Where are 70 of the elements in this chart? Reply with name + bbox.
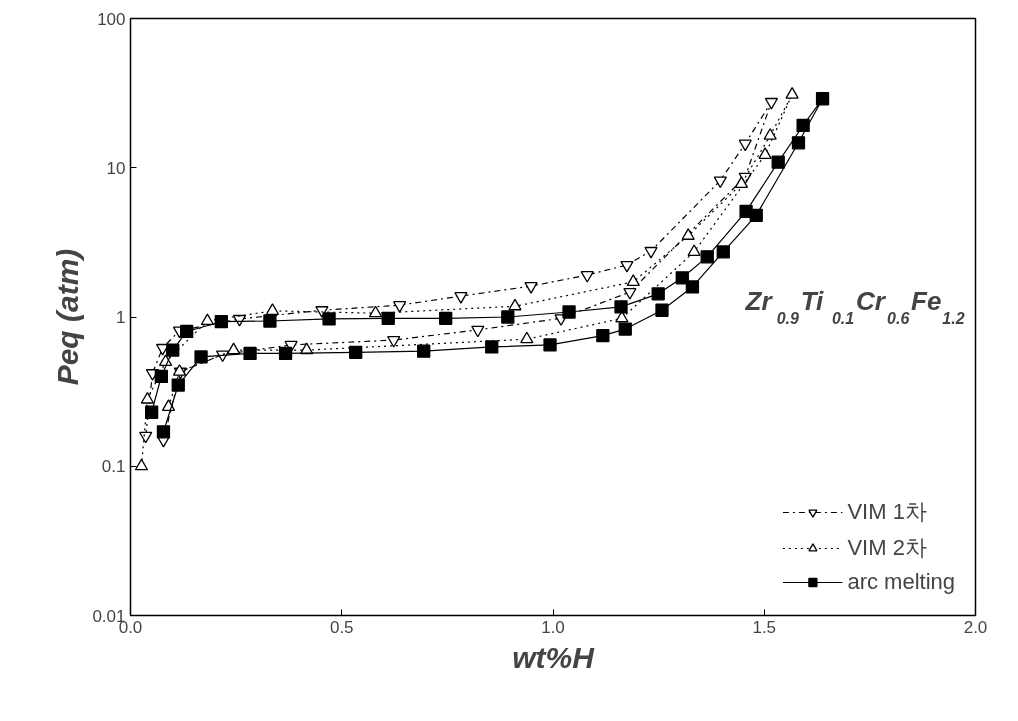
legend-label: VIM 2차 xyxy=(847,534,927,562)
point xyxy=(596,329,610,343)
point xyxy=(655,303,669,317)
point xyxy=(368,305,383,318)
point xyxy=(620,260,634,273)
point xyxy=(156,425,171,439)
y-tick-label: 10 xyxy=(106,158,126,178)
x-tick-label: 0.5 xyxy=(329,617,354,637)
point xyxy=(796,118,810,133)
x-tick-label: 1.5 xyxy=(752,617,777,637)
point xyxy=(454,292,468,304)
y-tick-label: 1 xyxy=(116,308,126,327)
legend-label: arc melting xyxy=(847,569,955,595)
point xyxy=(214,315,228,329)
point xyxy=(580,270,594,283)
point xyxy=(226,342,241,355)
point xyxy=(764,97,779,110)
point xyxy=(791,136,806,150)
point xyxy=(562,305,576,319)
point xyxy=(501,310,515,324)
point xyxy=(144,405,159,419)
point xyxy=(716,245,730,259)
point xyxy=(439,311,453,325)
point xyxy=(278,346,293,361)
point xyxy=(734,176,749,188)
point xyxy=(738,139,752,152)
point xyxy=(700,250,714,264)
point xyxy=(675,271,689,285)
point xyxy=(387,336,401,348)
point xyxy=(194,350,208,364)
point xyxy=(166,343,180,357)
point xyxy=(381,311,395,325)
point xyxy=(618,322,632,336)
point xyxy=(713,176,727,189)
point xyxy=(651,287,665,301)
x-tick-label: 2.0 xyxy=(963,617,988,637)
point xyxy=(471,325,485,338)
point xyxy=(815,92,830,106)
point xyxy=(349,345,363,359)
point xyxy=(171,378,185,392)
point xyxy=(614,300,628,314)
point xyxy=(687,244,701,257)
point xyxy=(243,346,257,361)
point xyxy=(180,324,194,339)
point xyxy=(200,313,215,326)
point xyxy=(623,287,637,300)
point xyxy=(644,246,658,259)
y-axis-title: Peq (atm) xyxy=(51,248,85,386)
point xyxy=(681,228,695,240)
point xyxy=(139,431,153,444)
x-axis-title: wt%H xyxy=(512,640,596,674)
point xyxy=(485,340,499,354)
point xyxy=(263,314,277,328)
legend-label: VIM 1차 xyxy=(847,498,927,526)
point xyxy=(749,208,763,222)
point xyxy=(785,87,799,99)
point xyxy=(758,147,772,159)
point xyxy=(771,155,785,169)
point xyxy=(392,301,407,313)
point xyxy=(685,280,700,294)
point xyxy=(322,312,336,326)
point xyxy=(417,344,431,358)
x-tick-label: 1.0 xyxy=(541,617,565,637)
y-tick-label: 0.1 xyxy=(101,457,126,477)
point xyxy=(543,338,557,352)
point xyxy=(763,128,777,140)
point xyxy=(520,331,534,344)
y-tick-label: 100 xyxy=(97,9,126,29)
point xyxy=(154,369,168,384)
point xyxy=(524,282,538,294)
